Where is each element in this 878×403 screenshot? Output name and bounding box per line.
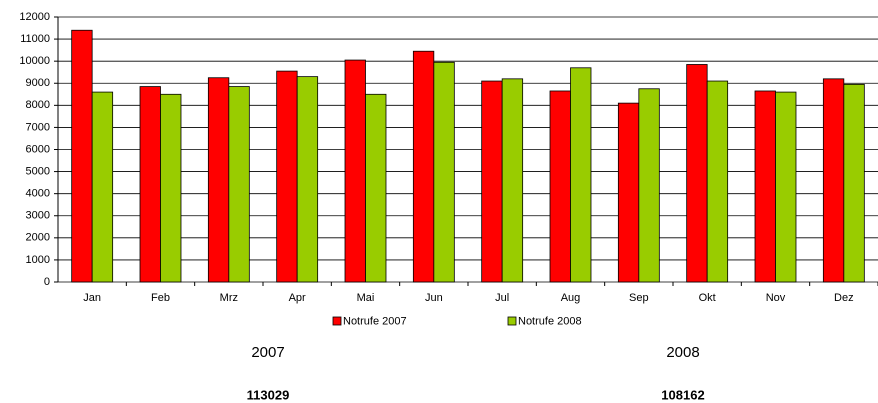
x-tick-label: Feb	[151, 292, 170, 304]
bar	[344, 59, 366, 283]
bar	[160, 93, 182, 283]
x-tick-label: Nov	[766, 292, 786, 304]
x-tick-label: Apr	[289, 292, 306, 304]
bar	[843, 83, 865, 283]
bar	[207, 77, 230, 283]
x-tick-label: Mai	[357, 292, 375, 304]
year-label: 2008	[666, 344, 699, 361]
y-tick-label: 6000	[26, 143, 50, 155]
bar	[91, 91, 114, 283]
x-tick-label: Sep	[629, 292, 649, 304]
bar	[570, 67, 592, 283]
x-tick-label: Jun	[425, 292, 443, 304]
y-tick-label: 0	[44, 276, 50, 288]
bar	[139, 86, 161, 283]
y-tick-label: 5000	[26, 165, 50, 177]
bar	[775, 91, 797, 283]
bar	[822, 78, 845, 283]
bar	[481, 80, 503, 283]
legend-swatch	[507, 316, 517, 326]
bar	[296, 76, 319, 283]
x-tick-label: Jan	[83, 292, 101, 304]
x-tick-label: Dez	[834, 292, 854, 304]
y-tick-label: 8000	[26, 99, 50, 111]
bar	[754, 90, 776, 283]
bar	[501, 78, 524, 283]
legend-label: Notrufe 2007	[343, 315, 407, 327]
x-tick-label: Mrz	[220, 292, 238, 304]
bar	[638, 88, 660, 283]
year-total: 108162	[661, 387, 704, 402]
bar	[276, 70, 298, 283]
bar	[228, 86, 250, 283]
bar	[549, 90, 571, 283]
bar	[706, 80, 729, 283]
bar	[365, 93, 387, 283]
y-tick-label: 1000	[26, 254, 50, 266]
bar	[412, 50, 435, 283]
x-tick-label: Okt	[699, 292, 716, 304]
legend-label: Notrufe 2008	[518, 315, 582, 327]
y-tick-label: 9000	[26, 77, 50, 89]
year-label: 2007	[251, 344, 284, 361]
bar	[617, 102, 640, 283]
y-tick-label: 3000	[26, 210, 50, 222]
y-tick-label: 10000	[19, 55, 50, 67]
bar	[433, 61, 455, 283]
y-tick-label: 4000	[26, 188, 50, 200]
year-total: 113029	[247, 387, 290, 402]
y-tick-label: 12000	[19, 11, 50, 23]
bar	[71, 29, 93, 283]
y-tick-label: 11000	[20, 33, 50, 45]
legend-swatch	[332, 316, 342, 326]
y-tick-label: 7000	[26, 121, 50, 133]
bar	[686, 64, 708, 283]
x-tick-label: Jul	[495, 292, 509, 304]
x-tick-label: Aug	[561, 292, 581, 304]
y-tick-label: 2000	[26, 232, 50, 244]
